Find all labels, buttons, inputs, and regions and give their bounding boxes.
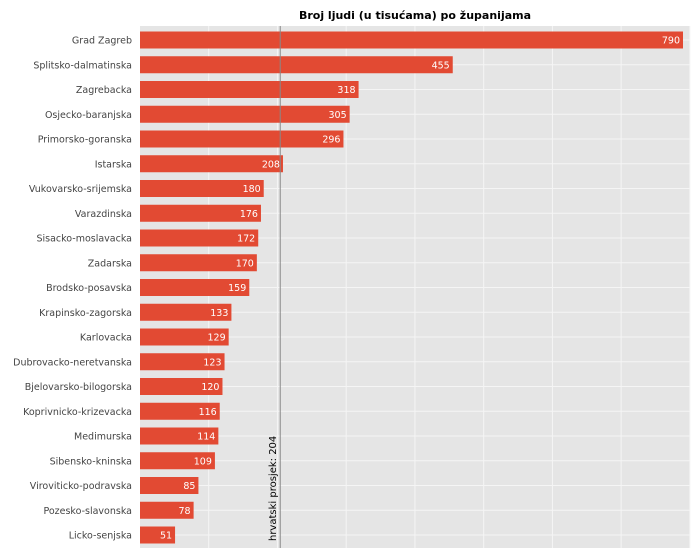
bar xyxy=(140,378,223,395)
value-label: 170 xyxy=(236,258,254,269)
bar xyxy=(140,427,219,445)
bar xyxy=(140,105,350,123)
bar xyxy=(140,526,176,544)
category-label: Sibensko-kninska xyxy=(50,456,132,467)
category-label: Splitsko-dalmatinska xyxy=(33,60,132,71)
bar xyxy=(140,452,215,470)
value-label: 109 xyxy=(194,456,212,467)
bar xyxy=(140,501,194,519)
category-labels: Grad Zagreb Splitsko-dalmatinska Zagreback… xyxy=(13,36,132,542)
value-label: 208 xyxy=(262,159,280,170)
bar xyxy=(140,180,264,197)
value-label: 176 xyxy=(240,209,258,220)
category-label: Varazdinska xyxy=(75,209,132,220)
bar xyxy=(140,328,229,346)
value-label: 790 xyxy=(662,36,680,47)
bar xyxy=(140,155,283,173)
value-label: 120 xyxy=(201,382,219,393)
category-label: Vukovarsko-srijemska xyxy=(29,184,132,195)
category-label: Dubrovacko-neretvanska xyxy=(13,357,132,368)
category-label: Medimurska xyxy=(74,432,132,443)
chart-title: Broj ljudi (u tisućama) po županijama xyxy=(299,9,531,22)
category-label: Zadarska xyxy=(88,258,132,269)
category-label: Pozesko-slavonska xyxy=(43,506,132,517)
bars xyxy=(140,31,683,544)
value-label: 123 xyxy=(203,357,221,368)
category-label: Koprivnicko-krizevacka xyxy=(23,407,132,418)
bar xyxy=(140,254,257,272)
bar xyxy=(140,303,232,321)
bar xyxy=(140,81,359,98)
bar xyxy=(140,353,225,371)
value-label: 133 xyxy=(210,308,228,319)
bar xyxy=(140,130,344,148)
bar xyxy=(140,402,220,420)
category-label: Krapinsko-zagorska xyxy=(39,308,132,319)
value-label: 455 xyxy=(432,60,450,71)
value-labels: 790 455 318 305 296 208 180 176 172 170 159 133 129 1… xyxy=(160,36,680,542)
value-label: 296 xyxy=(322,135,340,146)
bar xyxy=(140,477,199,494)
category-label: Karlovacka xyxy=(80,333,132,344)
value-label: 78 xyxy=(179,506,191,517)
bar xyxy=(140,229,259,247)
value-label: 305 xyxy=(328,110,346,121)
value-label: 180 xyxy=(243,184,261,195)
bar xyxy=(140,31,683,49)
category-label: Bjelovarsko-bilogorska xyxy=(25,382,132,393)
category-label: Osjecko-baranjska xyxy=(45,110,132,121)
average-label: hrvatski prosjek: 204 xyxy=(268,436,279,541)
value-label: 159 xyxy=(228,283,246,294)
category-label: Istarska xyxy=(95,159,132,170)
bar xyxy=(140,56,453,74)
category-label: Sisacko-moslavacka xyxy=(36,234,132,245)
category-label: Viroviticko-podravska xyxy=(30,481,132,492)
value-label: 114 xyxy=(197,432,215,443)
category-label: Zagrebacka xyxy=(76,85,132,96)
category-label: Brodsko-posavska xyxy=(46,283,132,294)
value-label: 51 xyxy=(160,531,172,542)
value-label: 129 xyxy=(208,333,226,344)
bar xyxy=(140,279,250,296)
bar xyxy=(140,204,261,222)
category-label: Licko-senjska xyxy=(69,531,132,542)
value-label: 318 xyxy=(337,85,355,96)
category-label: Primorsko-goranska xyxy=(38,135,132,146)
value-label: 85 xyxy=(183,481,195,492)
value-label: 116 xyxy=(199,407,217,418)
category-label: Grad Zagreb xyxy=(72,36,132,47)
value-label: 172 xyxy=(237,234,255,245)
